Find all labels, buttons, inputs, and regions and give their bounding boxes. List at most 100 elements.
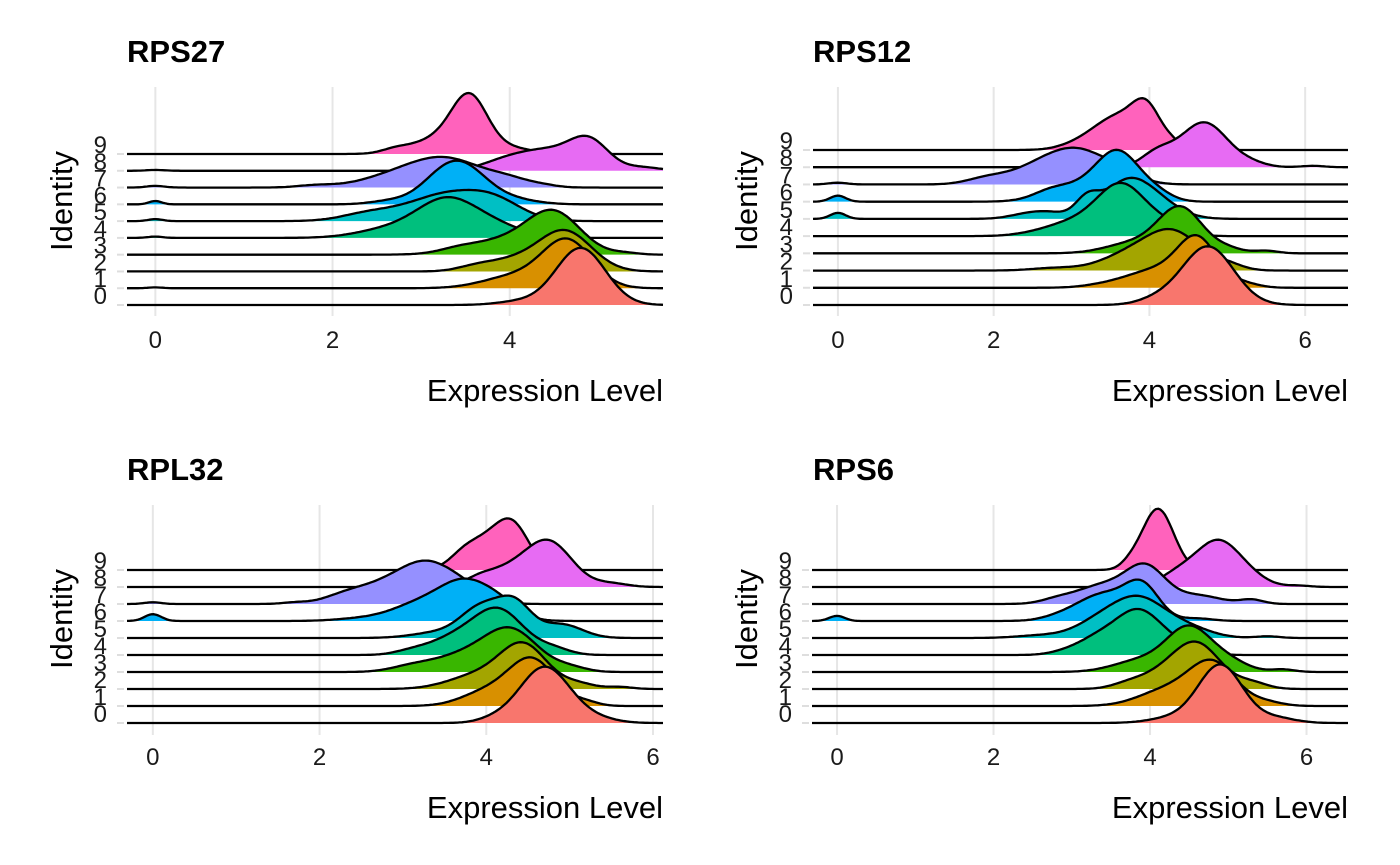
y-tick-label: 1 [94, 684, 107, 711]
y-tick-label: 6 [94, 599, 107, 626]
x-tick-label: 6 [646, 744, 659, 771]
ridge-outline [813, 148, 1348, 203]
x-tick-label: 4 [503, 327, 516, 354]
y-tick-label: 4 [94, 216, 107, 243]
ridge-outline [813, 97, 1348, 152]
ridge-identity-6 [127, 159, 663, 206]
ridge-outline [813, 204, 1348, 255]
x-axis-ticks: 0 2 4 6 [831, 327, 1312, 354]
ridge-area [812, 563, 1348, 604]
y-tick-label: 6 [780, 180, 793, 207]
ridge-area [127, 229, 663, 272]
y-tick-label: 5 [94, 199, 107, 226]
ridge-identity-6 [127, 577, 663, 623]
ridge-outline [813, 181, 1348, 238]
y-tick-label: 3 [94, 650, 107, 677]
ridge-outline [813, 233, 1348, 289]
ridge-area [812, 664, 1348, 723]
ridge-outline [127, 594, 663, 640]
ridge-identity-5 [812, 176, 1348, 221]
ridge-outline [127, 246, 664, 307]
ridge-area [127, 578, 663, 621]
ridge-identity-4 [813, 181, 1348, 238]
ridge-identity-3 [127, 208, 663, 256]
ridge-area [813, 182, 1348, 237]
y-tick-label: 0 [779, 701, 792, 728]
y-tick-label: 9 [94, 132, 107, 159]
ridge-identity-5 [127, 188, 663, 223]
y-tick-label: 7 [780, 162, 793, 189]
ridge-area [127, 209, 663, 255]
ridge-identity-4 [812, 607, 1348, 657]
y-tick-label: 4 [779, 633, 792, 660]
x-axis-title: Expression Level [1112, 790, 1348, 825]
y-axis-title: Identity [729, 569, 764, 669]
ridge-identity-6 [811, 578, 1348, 623]
y-axis-title: Identity [729, 151, 764, 251]
x-tick-label: 4 [480, 744, 493, 771]
ridge-identity-7 [813, 146, 1348, 186]
ridge-identity-0 [127, 246, 664, 307]
ridge-area [127, 197, 663, 238]
ridge-identity-0 [813, 245, 1348, 307]
ridge-outline [812, 658, 1348, 708]
ridge-identity-7 [127, 559, 663, 606]
ridge-area [813, 149, 1348, 202]
y-tick-label: 1 [780, 266, 793, 293]
y-tick-label: 0 [94, 701, 107, 728]
ridge-area [813, 98, 1348, 150]
ridge-area [127, 238, 663, 289]
ridges [127, 91, 664, 307]
x-axis-title: Expression Level [1112, 373, 1348, 408]
ridge-outline [127, 188, 663, 223]
ridge-area [813, 206, 1348, 254]
y-tick-label: 8 [780, 145, 793, 172]
ridge-identity-7 [127, 155, 663, 189]
y-tick-label: 7 [94, 166, 107, 193]
x-tick-label: 0 [149, 327, 162, 354]
ridge-outline [127, 237, 663, 290]
x-tick-label: 0 [146, 744, 159, 771]
y-tick-label: 2 [94, 667, 107, 694]
ridge-outline [127, 155, 663, 189]
x-tick-label: 2 [987, 744, 1000, 771]
x-tick-label: 0 [830, 744, 843, 771]
y-tick-label: 8 [94, 149, 107, 176]
y-tick-label: 2 [780, 249, 793, 276]
ridge-outline [813, 146, 1348, 186]
ridge-outline [127, 208, 663, 256]
x-axis-ticks: 0 2 4 6 [146, 744, 660, 771]
ridge-outline [127, 577, 663, 623]
ridge-outline [127, 626, 663, 674]
x-tick-label: 4 [1143, 744, 1156, 771]
x-axis-ticks: 0 2 4 6 [830, 744, 1313, 771]
x-tick-label: 0 [831, 327, 844, 354]
y-tick-label: 9 [94, 548, 107, 575]
y-tick-label: 8 [94, 565, 107, 592]
x-axis-title: Expression Level [427, 790, 663, 825]
ridge-outline [813, 227, 1348, 272]
x-tick-label: 4 [1143, 327, 1156, 354]
x-tick-label: 2 [313, 744, 326, 771]
x-tick-label: 6 [1298, 327, 1311, 354]
y-tick-label: 7 [94, 582, 107, 609]
ridge-identity-5 [812, 594, 1348, 640]
y-tick-label: 5 [779, 616, 792, 643]
y-tick-label: 1 [94, 266, 107, 293]
ridge-outline [127, 159, 663, 206]
ridge-identity-0 [127, 665, 663, 725]
y-axis-title: Identity [44, 151, 79, 251]
ridge-outline [127, 559, 663, 606]
ridge-area [127, 247, 663, 305]
y-tick-label: 3 [780, 231, 793, 258]
y-tick-label: 5 [94, 616, 107, 643]
ridge-area [813, 122, 1348, 168]
